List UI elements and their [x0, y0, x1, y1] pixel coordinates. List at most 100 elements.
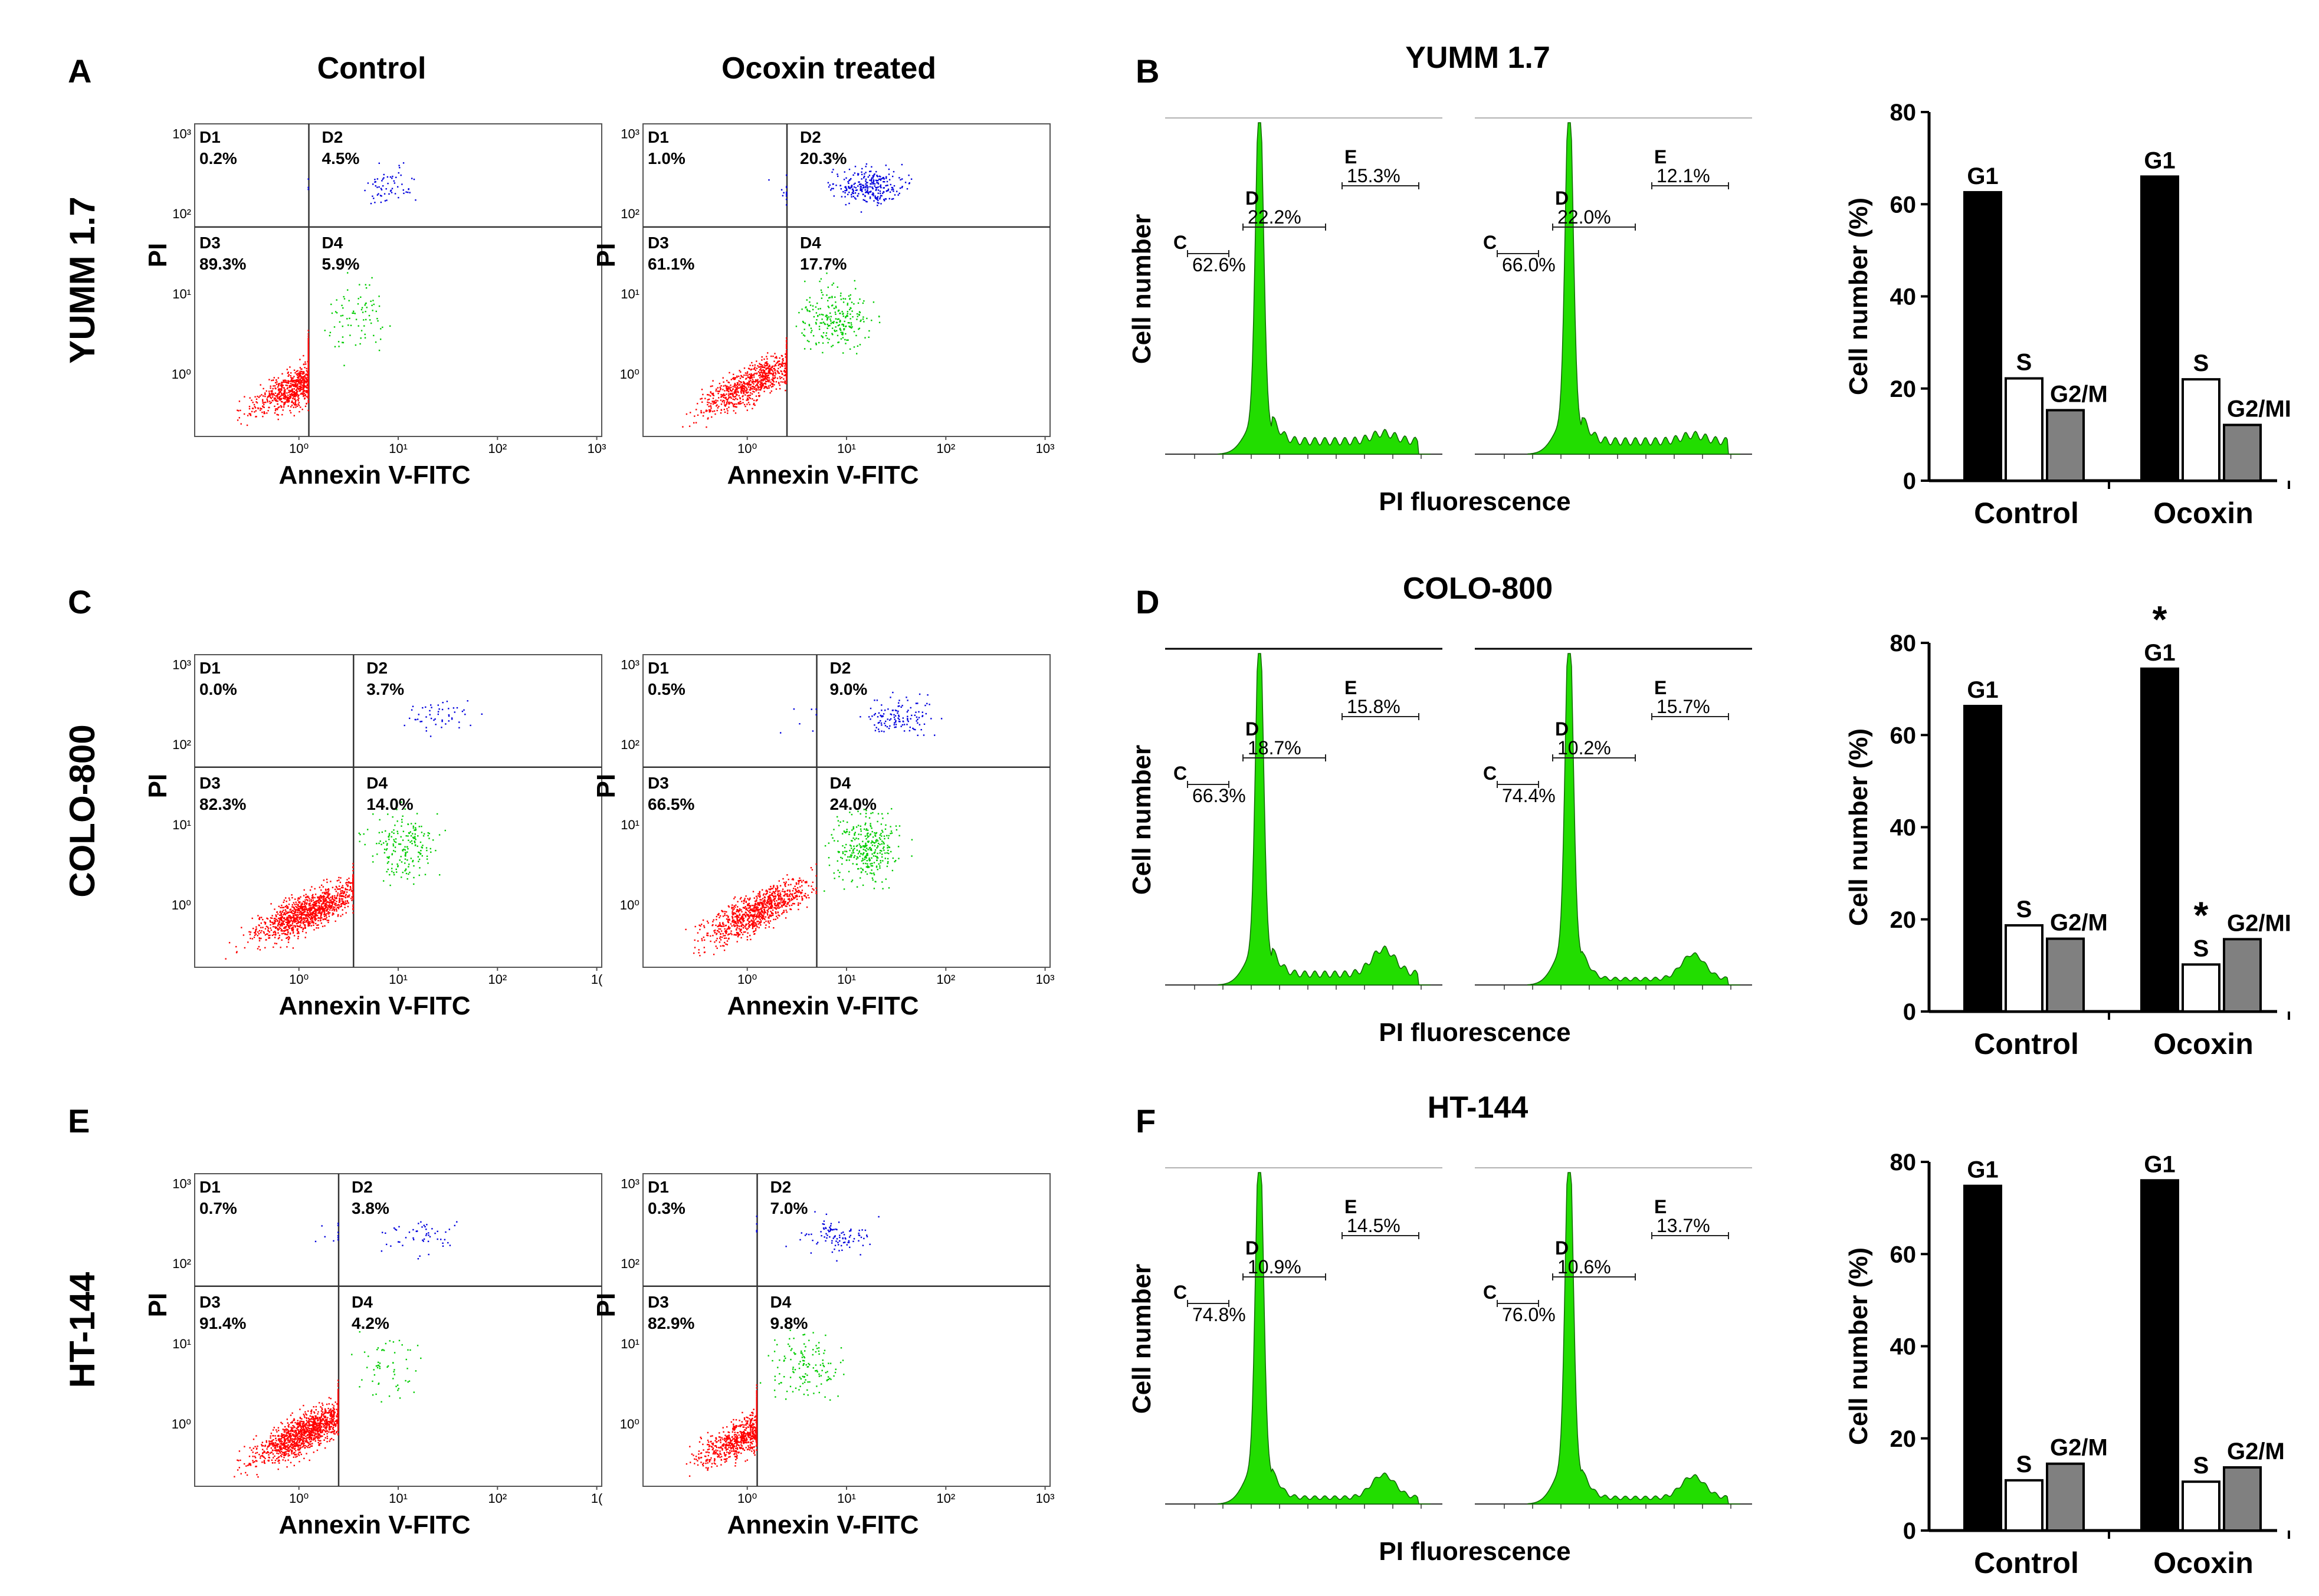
event-dot — [786, 894, 788, 896]
event-dot — [704, 398, 706, 399]
bar-label-g1: G1 — [1967, 163, 1998, 189]
event-dot — [275, 927, 277, 929]
event-dot — [732, 388, 734, 390]
event-dot — [725, 943, 727, 945]
event-dot — [373, 334, 375, 337]
event-dot — [726, 918, 728, 920]
event-dot — [427, 835, 429, 836]
event-dot — [876, 187, 878, 189]
event-dot — [283, 927, 286, 929]
event-dot — [370, 300, 372, 302]
event-dot — [910, 178, 913, 180]
event-dot — [744, 394, 746, 396]
event-dot — [706, 426, 707, 428]
event-dot — [351, 882, 353, 884]
event-dot — [827, 300, 829, 301]
event-dot — [303, 392, 305, 395]
event-dot — [310, 925, 312, 927]
event-dot — [318, 911, 320, 913]
event-dot — [786, 350, 788, 352]
event-dot — [286, 396, 288, 398]
event-dot — [734, 412, 737, 414]
event-dot — [783, 895, 786, 896]
event-dot — [743, 382, 744, 384]
event-dot — [274, 412, 276, 414]
event-dot — [258, 933, 260, 935]
event-dot — [294, 925, 297, 927]
event-dot — [307, 372, 309, 375]
event-dot — [290, 380, 293, 382]
event-dot — [287, 924, 289, 927]
event-dot — [295, 382, 297, 383]
event-dot — [839, 320, 841, 322]
event-dot — [287, 375, 289, 377]
event-dot — [738, 387, 740, 389]
event-dot — [734, 384, 736, 386]
event-dot — [340, 915, 342, 917]
event-dot — [278, 406, 280, 408]
event-dot — [266, 412, 268, 414]
event-dot — [791, 899, 792, 901]
event-dot — [291, 917, 293, 918]
event-dot — [283, 930, 286, 932]
event-dot — [286, 901, 287, 902]
event-dot — [290, 908, 292, 910]
event-dot — [739, 383, 741, 385]
bar-y-tick-label: 60 — [1890, 192, 1917, 218]
event-dot — [775, 918, 776, 920]
event-dot — [429, 710, 431, 712]
event-dot — [251, 938, 254, 940]
event-dot — [300, 370, 303, 372]
event-dot — [899, 187, 901, 189]
event-dot — [307, 922, 309, 924]
event-dot — [282, 921, 284, 923]
event-dot — [280, 395, 281, 397]
event-dot — [417, 835, 419, 837]
event-dot — [295, 910, 297, 912]
event-dot — [323, 915, 326, 918]
event-dot — [416, 813, 418, 815]
event-dot — [724, 390, 726, 392]
event-dot — [865, 186, 867, 189]
event-dot — [775, 911, 777, 913]
event-dot — [719, 941, 721, 943]
event-dot — [720, 399, 722, 401]
event-dot — [736, 376, 738, 378]
event-dot — [277, 929, 279, 931]
event-dot — [785, 353, 786, 355]
event-dot — [763, 922, 765, 924]
event-dot — [297, 380, 299, 382]
event-dot — [285, 905, 287, 908]
event-dot — [419, 841, 422, 843]
event-dot — [324, 914, 326, 916]
event-dot — [305, 380, 307, 383]
event-dot — [736, 389, 738, 390]
event-dot — [733, 377, 734, 379]
event-dot — [837, 318, 838, 320]
event-dot — [854, 172, 856, 174]
event-dot — [283, 920, 285, 922]
event-dot — [289, 410, 291, 412]
event-dot — [320, 908, 322, 910]
event-dot — [740, 385, 742, 387]
event-dot — [842, 301, 845, 303]
event-dot — [300, 913, 302, 915]
event-dot — [815, 875, 817, 877]
event-dot — [770, 383, 773, 385]
event-dot — [391, 188, 393, 189]
event-dot — [815, 306, 817, 308]
event-dot — [346, 889, 349, 891]
event-dot — [292, 397, 294, 399]
event-dot — [778, 382, 780, 383]
event-dot — [326, 881, 328, 884]
event-dot — [757, 386, 759, 388]
event-dot — [798, 891, 799, 894]
event-dot — [716, 915, 717, 918]
event-dot — [393, 180, 395, 182]
event-dot — [328, 913, 330, 915]
event-dot — [306, 390, 308, 392]
event-dot — [786, 358, 788, 360]
event-dot — [274, 399, 276, 401]
event-dot — [722, 377, 724, 379]
event-dot — [354, 313, 356, 314]
